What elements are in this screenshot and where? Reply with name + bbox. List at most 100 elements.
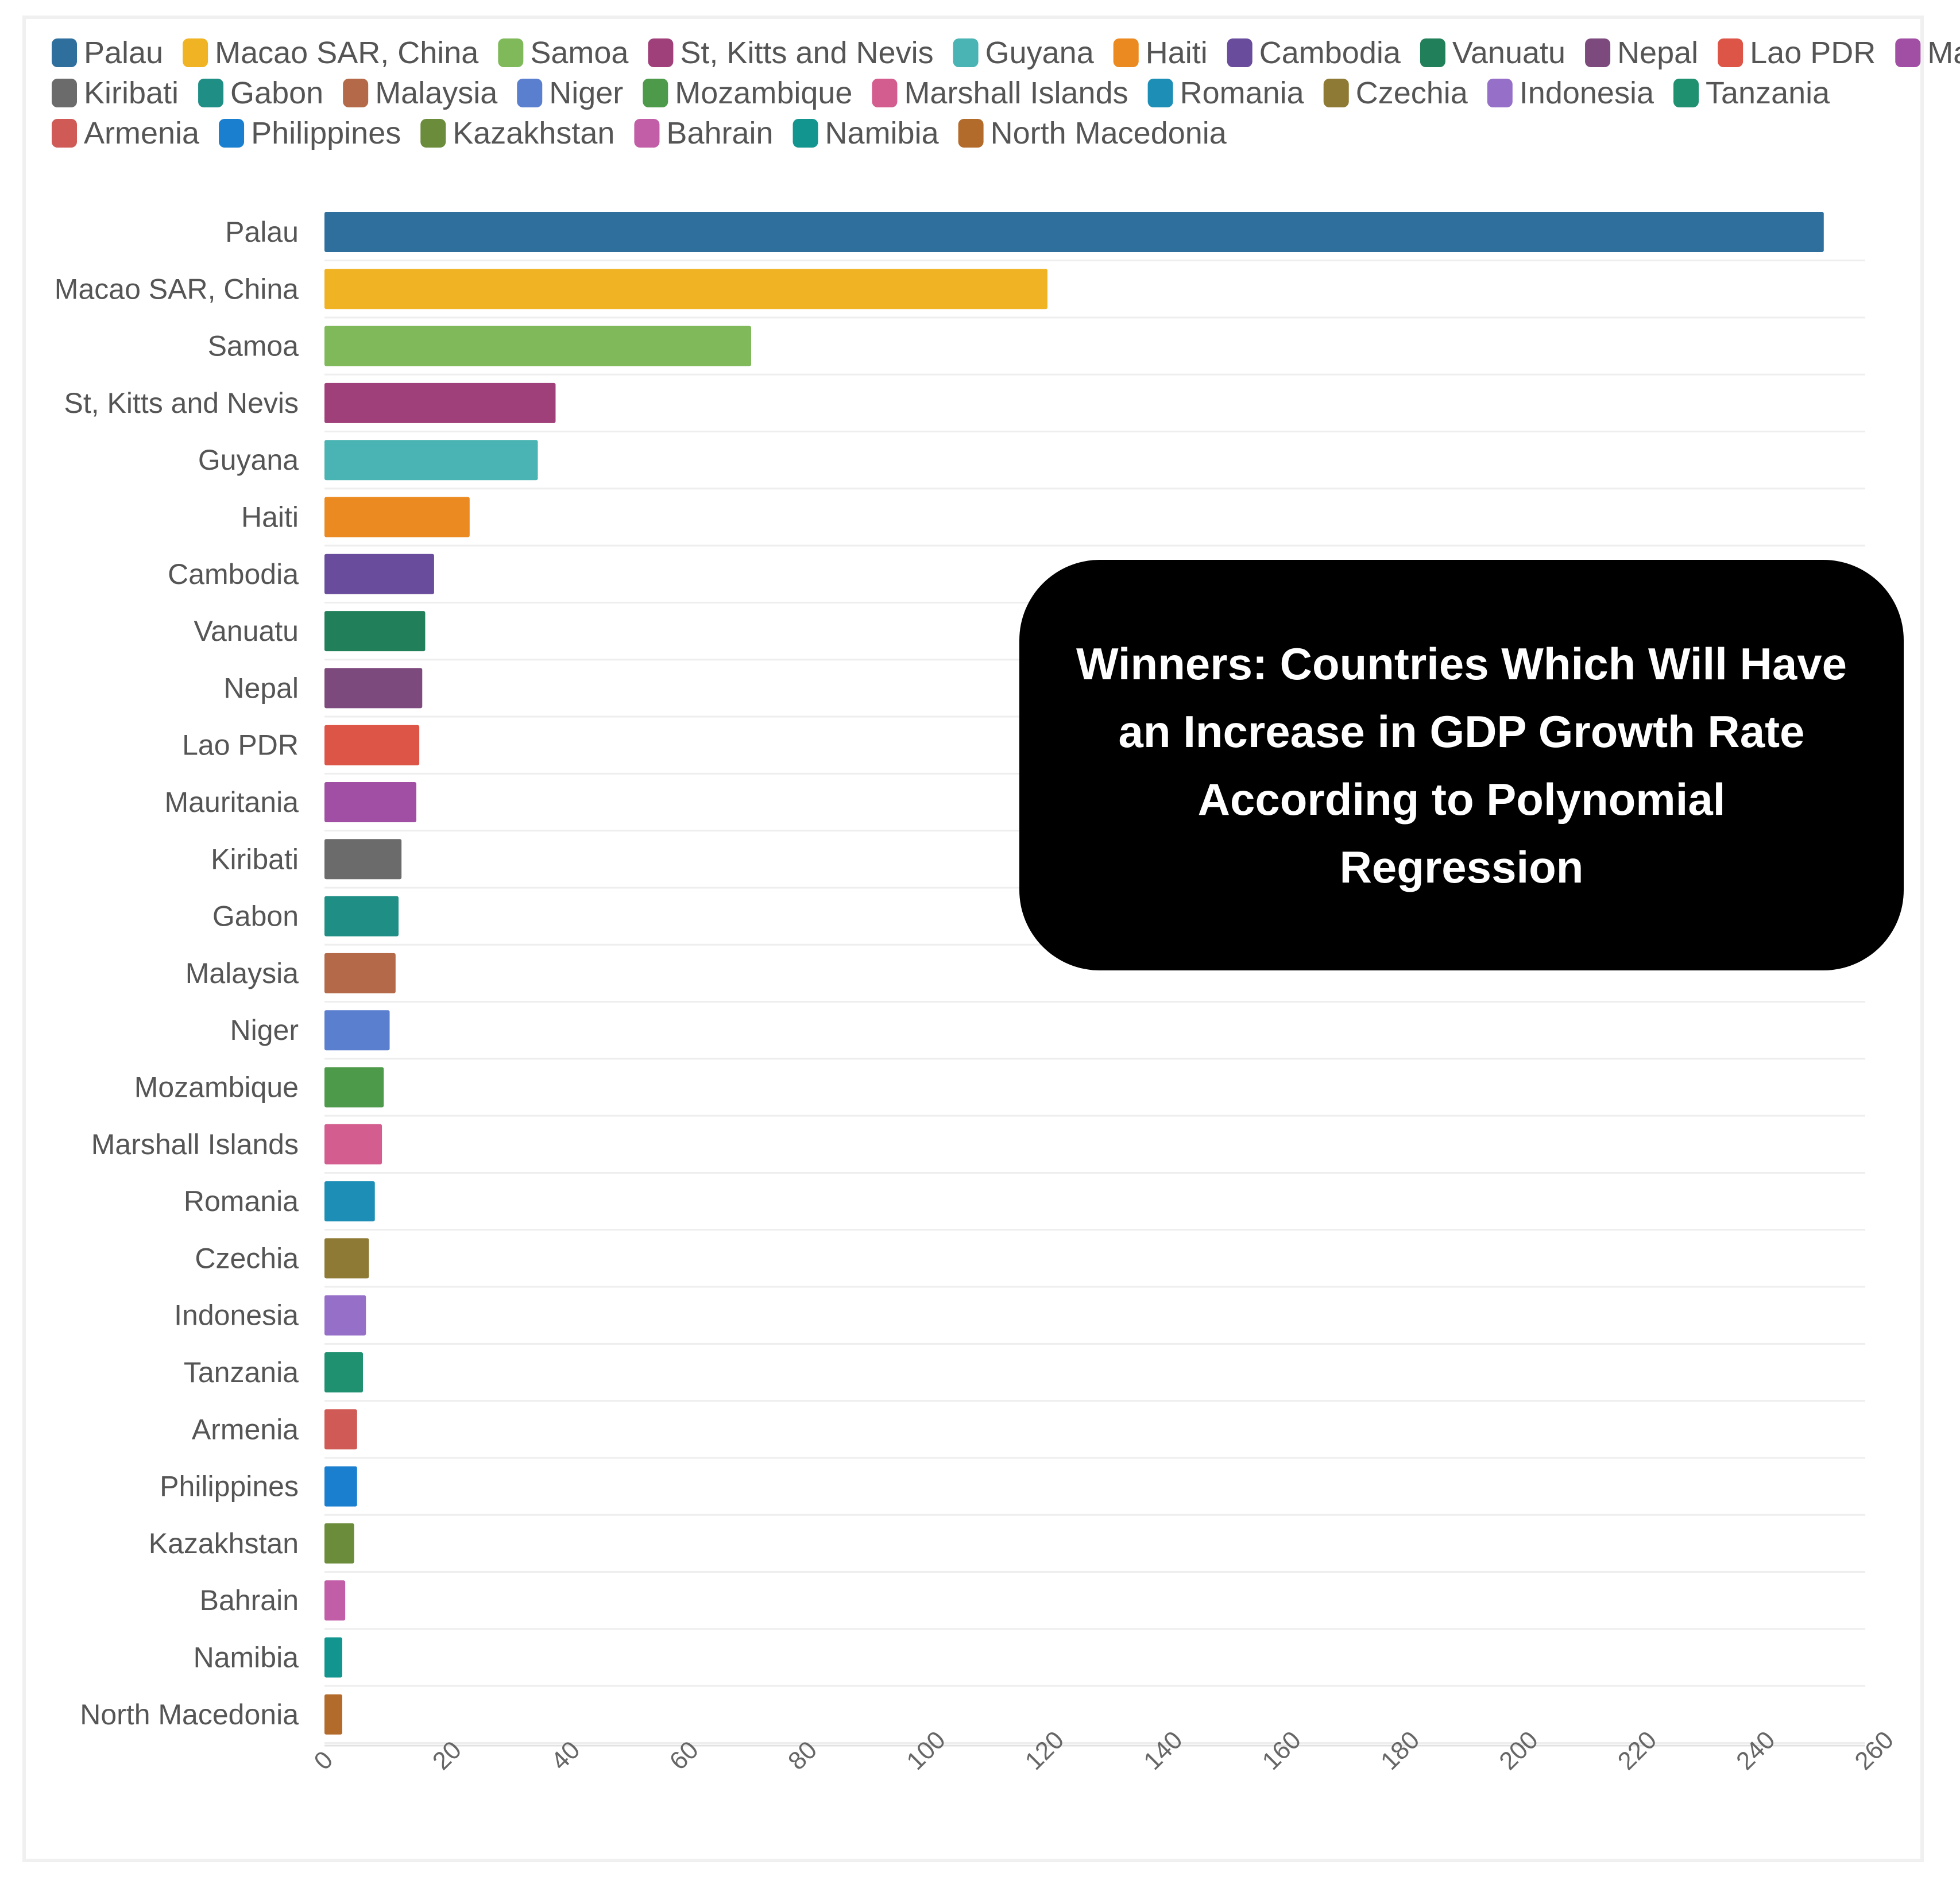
bar-marshall-islands[interactable] [324,1124,382,1164]
legend-swatch [634,119,660,148]
legend-label: Armenia [84,116,200,150]
bar-guyana[interactable] [324,440,538,481]
legend-item-tanzania[interactable]: Tanzania [1673,76,1830,110]
legend-label: Romania [1180,76,1305,110]
legend-item-north-macedonia[interactable]: North Macedonia [958,116,1227,150]
legend-swatch [958,119,984,148]
bar-namibia[interactable] [324,1637,342,1678]
legend-label: Cambodia [1259,36,1401,70]
legend-item-indonesia[interactable]: Indonesia [1487,76,1654,110]
category-label: Mozambique [134,1071,299,1104]
category-label: Lao PDR [182,729,299,761]
legend-item-lao-pdr[interactable]: Lao PDR [1718,36,1876,70]
legend-swatch [643,79,668,107]
category-label: St, Kitts and Nevis [64,387,299,419]
legend-swatch [517,79,543,107]
bar-kiribati[interactable] [324,839,402,880]
bar-lao-pdr[interactable] [324,725,420,765]
legend-label: North Macedonia [991,116,1227,150]
legend-item-kiribati[interactable]: Kiribati [52,76,179,110]
bars [324,212,1824,1735]
legend-item-namibia[interactable]: Namibia [792,116,940,150]
legend-item-kazakhstan[interactable]: Kazakhstan [420,116,614,150]
legend-swatch [52,119,77,148]
bar-vanuatu[interactable] [324,611,426,652]
category-label: Mauritania [165,786,299,818]
legend-item-haiti[interactable]: Haiti [1113,36,1208,70]
bar-mozambique[interactable] [324,1067,384,1108]
legend-item-philippines[interactable]: Philippines [219,116,401,150]
bar-romania[interactable] [324,1181,375,1222]
legend-item-st-kitts-and-nevis[interactable]: St, Kitts and Nevis [648,36,934,70]
legend-item-bahrain[interactable]: Bahrain [634,116,774,150]
category-label: Czechia [195,1242,299,1274]
bar-north-macedonia[interactable] [324,1694,342,1735]
legend-item-armenia[interactable]: Armenia [52,116,200,150]
legend-item-cambodia[interactable]: Cambodia [1227,36,1401,70]
legend-item-gabon[interactable]: Gabon [198,76,323,110]
legend-item-palau[interactable]: Palau [52,36,163,70]
legend-label: Namibia [825,116,940,150]
bar-kazakhstan[interactable] [324,1523,354,1564]
bar-bahrain[interactable] [324,1580,346,1621]
category-labels: Palau Macao SAR, China Samoa St, Kitts and … [55,216,299,1731]
legend-item-malaysia[interactable]: Malaysia [343,76,498,110]
legend-label: Kazakhstan [453,116,614,150]
legend-item-czechia[interactable]: Czechia [1323,76,1468,110]
legend-item-niger[interactable]: Niger [517,76,623,110]
category-label: Haiti [241,501,299,533]
legend-swatch [219,119,245,148]
legend-item-mauritania[interactable]: Mauritania [1895,36,1960,70]
legend-item-macao-sar-china[interactable]: Macao SAR, China [183,36,479,70]
category-label: Namibia [194,1642,299,1674]
bar-st-kitts-and-nevis[interactable] [324,382,556,423]
legend-label: Mauritania [1927,36,1960,70]
category-label: Vanuatu [194,615,299,647]
legend-swatch [198,79,224,107]
legend-label: Niger [549,76,623,110]
legend-item-mozambique[interactable]: Mozambique [643,76,852,110]
category-label: Kazakhstan [149,1527,299,1560]
legend-label: Macao SAR, China [215,36,479,70]
category-label: Indonesia [174,1299,299,1332]
legend-item-guyana[interactable]: Guyana [953,36,1095,70]
legend-label: Malaysia [375,76,498,110]
legend-item-samoa[interactable]: Samoa [498,36,629,70]
category-label: Kiribati [211,843,299,875]
legend-swatch [1227,38,1252,67]
legend-item-romania[interactable]: Romania [1147,76,1305,110]
legend-swatch [1147,79,1173,107]
bar-nepal[interactable] [324,668,423,709]
bar-mauritania[interactable] [324,782,416,822]
legend-label: Haiti [1146,36,1208,70]
bar-indonesia[interactable] [324,1295,366,1336]
category-label: Macao SAR, China [55,273,299,305]
legend-swatch [183,38,208,67]
legend-swatch [1420,38,1445,67]
legend-swatch [52,79,77,107]
bar-haiti[interactable] [324,497,470,537]
bar-niger[interactable] [324,1010,390,1051]
category-label: Marshall Islands [91,1128,299,1160]
category-label: Palau [225,216,299,248]
legend-swatch [1323,79,1349,107]
category-label: Guyana [198,444,299,476]
bar-tanzania[interactable] [324,1352,364,1392]
bar-gabon[interactable] [324,896,399,937]
bar-macao-sar-china[interactable] [324,269,1047,309]
bar-cambodia[interactable] [324,554,434,594]
legend-label: Bahrain [666,116,773,150]
legend-item-vanuatu[interactable]: Vanuatu [1420,36,1565,70]
legend-label: Mozambique [675,76,852,110]
bar-philippines[interactable] [324,1466,357,1507]
bar-armenia[interactable] [324,1409,357,1450]
legend-item-marshall-islands[interactable]: Marshall Islands [872,76,1128,110]
legend-label: Czechia [1356,76,1468,110]
bar-samoa[interactable] [324,326,751,366]
bar-malaysia[interactable] [324,953,396,993]
bar-czechia[interactable] [324,1238,369,1279]
legend-swatch [1113,38,1139,67]
legend-swatch [1718,38,1743,67]
bar-palau[interactable] [324,212,1824,252]
legend-item-nepal[interactable]: Nepal [1585,36,1698,70]
